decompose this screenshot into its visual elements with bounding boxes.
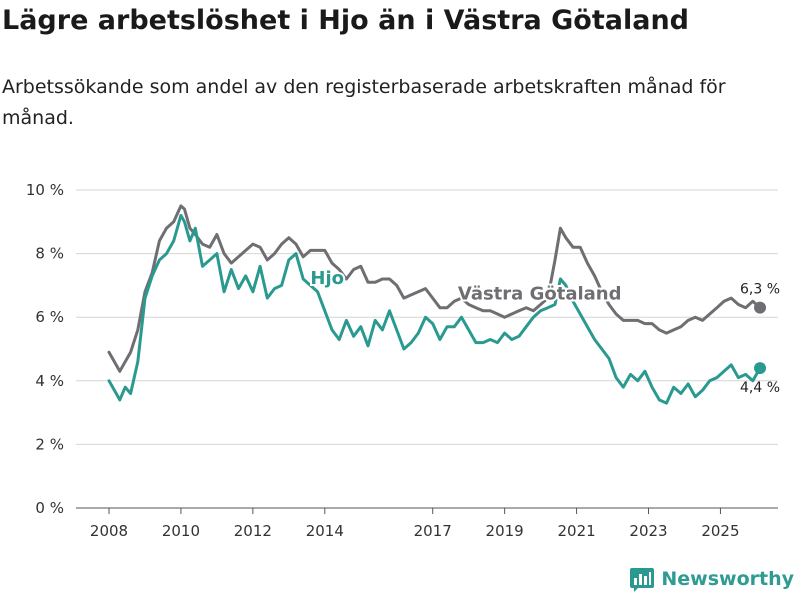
newsworthy-logo: Newsworthy	[629, 566, 794, 592]
x-tick-label: 2025	[701, 522, 739, 540]
v-stra-g-taland-end-point	[754, 301, 767, 314]
y-axis-ticks: 0 % 2 % 4 % 6 % 8 % 10 %	[26, 181, 64, 517]
x-tick-label: 2021	[557, 522, 595, 540]
y-tick-label: 8 %	[35, 245, 64, 263]
newsworthy-logo-text: Newsworthy	[661, 568, 794, 590]
y-tick-label: 10 %	[26, 181, 64, 199]
x-tick-label: 2010	[162, 522, 200, 540]
series-labels: 6,3 % 4,4 % Västra Götaland Hjo	[308, 266, 780, 396]
grid-lines	[76, 189, 778, 509]
v-stra-g-taland-end-value-label: 6,3 %	[740, 282, 780, 298]
y-tick-label: 6 %	[35, 308, 64, 326]
x-tick-label: 2019	[486, 522, 524, 540]
y-tick-label: 0 %	[35, 499, 64, 517]
x-tick-label: 2012	[234, 522, 272, 540]
v-stra-g-taland-series-label: Västra Götaland	[458, 284, 622, 305]
x-tick-label: 2023	[629, 522, 667, 540]
x-tick-label: 2014	[306, 522, 344, 540]
hjo-line	[107, 213, 762, 405]
page-subtitle: Arbetssökande som andel av den registerb…	[2, 76, 726, 129]
hjo-series-label: Hjo	[310, 268, 344, 289]
series-lines	[107, 204, 767, 405]
newsworthy-logo-icon	[630, 568, 655, 592]
hjo-end-point	[754, 362, 767, 375]
hjo-end-value-label: 4,4 %	[740, 380, 780, 396]
v-stra-g-taland-line	[107, 204, 762, 373]
x-axis-ticks: 2008 2010 2012 2014 2017 2019 2021 2023 2025	[90, 508, 740, 540]
x-tick-label: 2017	[414, 522, 452, 540]
x-tick-label: 2008	[90, 522, 128, 540]
page-title: Lägre arbetslöshet i Hjo än i Västra Göt…	[2, 5, 690, 36]
y-tick-label: 4 %	[35, 372, 64, 390]
y-tick-label: 2 %	[35, 435, 64, 453]
